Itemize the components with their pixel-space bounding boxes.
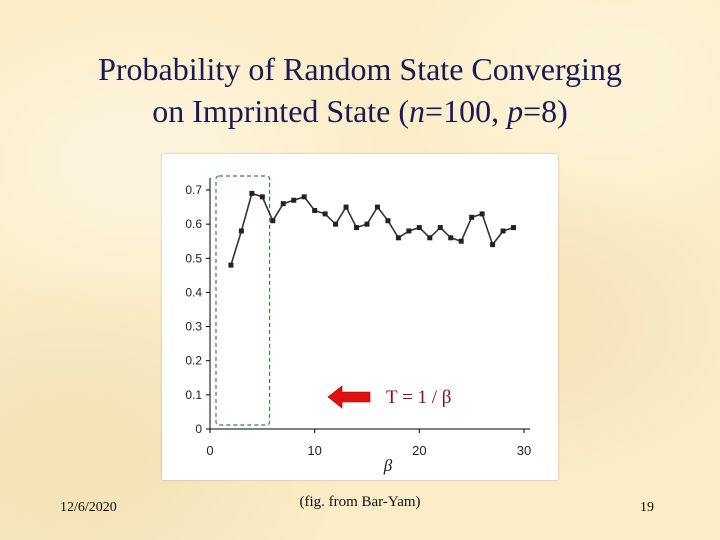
data-point (374, 204, 380, 210)
data-point (333, 221, 339, 227)
data-point (479, 211, 485, 217)
title-n-value: =100, (425, 93, 508, 129)
y-tick-label: 0.7 (185, 183, 202, 197)
data-point (343, 204, 349, 210)
data-point (364, 221, 370, 227)
x-tick-label: 0 (206, 443, 213, 458)
title-n-symbol: n (409, 93, 426, 129)
highlight-box (215, 175, 271, 426)
x-tick-label: 20 (412, 443, 426, 458)
data-point (385, 218, 391, 224)
figure-caption: (fig. from Bar-Yam) (299, 494, 421, 510)
data-point (469, 214, 475, 220)
data-point (416, 225, 422, 231)
y-tick-label: 0.3 (185, 320, 202, 334)
x-tick-label: 10 (307, 443, 321, 458)
title-line-1: Probability of Random State Converging (98, 51, 622, 87)
data-point (448, 235, 454, 241)
chart-figure: 0 0.1 0.2 0.3 0.4 0.5 0.6 0.7 0 10 20 30 β T = 1 / β (162, 154, 558, 480)
data-point (354, 225, 360, 231)
footer-date: 12/6/2020 (60, 500, 117, 515)
data-point (312, 207, 318, 213)
data-point (291, 197, 297, 203)
data-point (395, 235, 401, 241)
data-point (301, 194, 307, 200)
y-tick-label: 0.1 (185, 388, 202, 402)
data-point (228, 262, 234, 268)
title-line-2: on Imprinted State (n=100, p=8) (0, 90, 720, 132)
data-point (238, 228, 244, 234)
data-point (490, 242, 496, 248)
y-tick-label: 0.6 (185, 217, 202, 231)
slide-title: Probability of Random State Converging o… (0, 48, 720, 132)
data-point (406, 228, 412, 234)
series-line (230, 192, 514, 266)
data-point (511, 225, 517, 231)
y-tick-label: 0.4 (185, 285, 202, 299)
line-chart: 0 0.1 0.2 0.3 0.4 0.5 0.6 0.7 0 10 20 30 β T = 1 / β (185, 175, 531, 475)
title-p-value: =8) (523, 93, 568, 129)
annotation-arrow-icon (327, 385, 371, 409)
data-point (259, 194, 265, 200)
data-point (500, 228, 506, 234)
data-point (427, 235, 433, 241)
x-tick-label: 30 (517, 443, 531, 458)
x-axis-label: β (383, 456, 393, 475)
data-point (270, 218, 276, 224)
data-point (458, 238, 464, 244)
title-line-2-prefix: on Imprinted State ( (152, 93, 410, 129)
annotation-label: T = 1 / β (386, 387, 451, 408)
data-point (280, 201, 286, 207)
y-tick-label: 0.5 (185, 251, 202, 265)
y-tick-label: 0 (195, 422, 202, 436)
data-point (249, 190, 255, 196)
y-tick-label: 0.2 (185, 354, 202, 368)
data-point (437, 225, 443, 231)
data-point (322, 211, 328, 217)
page-number: 19 (640, 500, 654, 515)
title-p-symbol: p (507, 93, 524, 129)
